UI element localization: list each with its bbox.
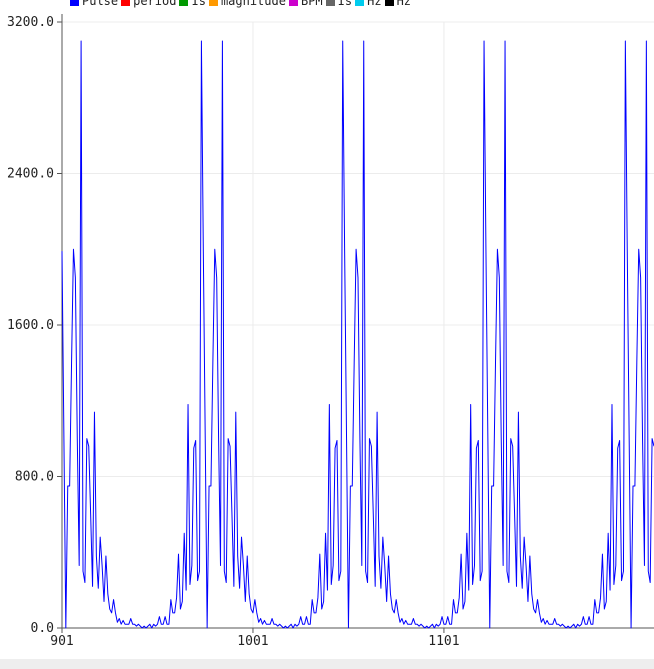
legend-item: Hz [355,0,382,8]
legend-item: Hz [384,0,412,8]
legend-item: Is [179,0,206,8]
y-tick-label: 1600.0 [7,318,54,333]
axes: 0.0 800.0 1600.0 2400.0 3200.0 901 1001 1101 [7,14,654,649]
legend-item: Pulse [70,0,118,8]
legend-item: BPM [288,0,323,8]
legend-label: Hz [367,0,382,8]
legend-swatch [208,0,218,6]
legend-label: Pulse [82,0,119,8]
legend-label: period [133,0,177,8]
grid [61,21,654,629]
legend-label: magnitude [220,0,286,8]
x-tick-label: 901 [50,634,73,649]
legend: Pulse period Is magnitude BPM Is Hz Hz [70,0,414,9]
legend-swatch [325,0,335,6]
legend-swatch [179,0,189,6]
legend-swatch [288,0,298,6]
legend-swatch [384,0,394,6]
legend-swatch [355,0,365,6]
legend-item: period [121,0,176,8]
y-tick-label: 0.0 [31,621,54,636]
legend-label: Is [191,0,206,8]
bottom-bar [0,659,654,669]
legend-item: Is [325,0,353,8]
legend-swatch [121,0,131,6]
y-tick-label: 3200.0 [7,15,54,30]
series-layer [61,40,654,629]
legend-item: magnitude [208,0,286,8]
y-tick-label: 800.0 [15,470,54,485]
legend-label: Is [337,0,353,8]
x-tick-label: 1001 [237,634,268,649]
x-tick-label: 1101 [428,634,459,649]
legend-label: Hz [396,0,412,8]
legend-label: BPM [300,0,323,8]
series-line-pulse [61,40,654,629]
legend-swatch [70,0,79,6]
y-tick-label: 2400.0 [7,167,54,182]
